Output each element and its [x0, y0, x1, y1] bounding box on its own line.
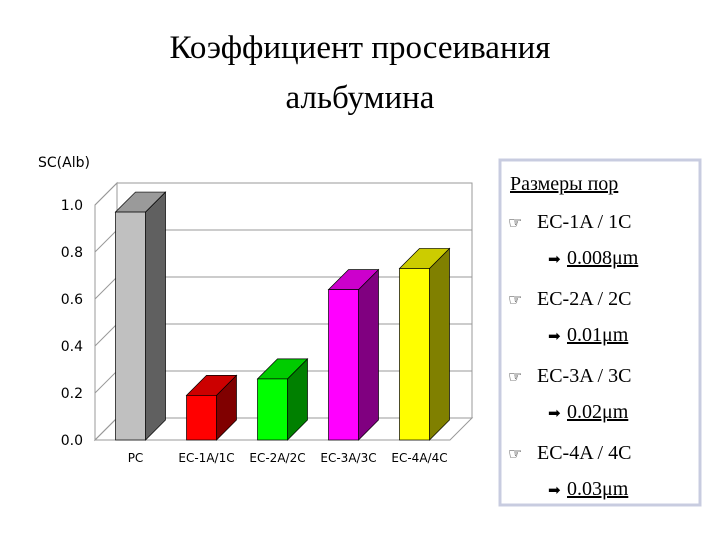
text-box [498, 158, 702, 507]
bar [256, 358, 309, 441]
hand-icon: ☞ [508, 290, 522, 309]
bar-front [328, 289, 359, 441]
item-size: 0.02μm [567, 401, 629, 423]
bar [327, 268, 380, 441]
x-tick-label: EC-1A/1C [178, 451, 234, 465]
arrow-icon: ➡ [548, 481, 561, 499]
y-tick-label: 0.0 [61, 433, 83, 449]
side-wall [94, 181, 118, 442]
item-size: 0.01μm [567, 324, 629, 346]
bar-front [186, 395, 217, 441]
item-label: EC-1A / 1C [537, 211, 631, 233]
y-tick-label: 0.8 [61, 245, 83, 261]
box-title: Размеры пор [510, 173, 618, 195]
bar-side [358, 268, 379, 441]
bar [398, 247, 451, 441]
title-line: Коэффициент просеивания [170, 30, 551, 66]
plot: 0.0 0.2 0.4 0.6 0.8 1.0 PC EC-1A/1C EC-2A/2C EC-3… [61, 181, 474, 465]
bar-side [429, 247, 450, 441]
bar-front [399, 268, 430, 441]
grid-line [94, 182, 472, 206]
hand-icon: ☞ [508, 444, 522, 463]
item-label: EC-3A / 3C [537, 365, 631, 387]
arrow-icon: ➡ [548, 327, 561, 345]
arrow-icon: ➡ [548, 250, 561, 268]
item-label: EC-2A / 2C [537, 288, 631, 310]
y-tick-label: 0.6 [61, 292, 83, 308]
y-tick-label: 0.4 [61, 339, 83, 355]
title-line: альбумина [286, 80, 435, 116]
x-tick-label: EC-3A/3C [320, 451, 376, 465]
y-tick-label: 0.2 [61, 386, 83, 402]
bar-side [145, 191, 166, 441]
pore-list: ☞ EC-1A / 1C ➡ 0.008μm ☞ EC-2A / 2C ➡ 0.01μm ☞ EC… [508, 211, 639, 500]
arrow-icon: ➡ [548, 404, 561, 422]
x-tick-label: EC-4A/4C [391, 451, 447, 465]
item-size: 0.008μm [567, 247, 639, 269]
x-tick-label: PC [128, 451, 144, 465]
y-tick-label: 1.0 [61, 198, 83, 214]
item-size: 0.03μm [567, 478, 629, 500]
bar-front [257, 378, 288, 441]
bar-front [115, 211, 146, 441]
y-axis-label: SC(Alb) [38, 155, 90, 171]
bar [114, 191, 167, 441]
item-label: EC-4A / 4C [537, 442, 631, 464]
bar [185, 374, 238, 441]
hand-icon: ☞ [508, 213, 522, 232]
x-tick-label: EC-2A/2C [249, 451, 305, 465]
hand-icon: ☞ [508, 367, 522, 386]
